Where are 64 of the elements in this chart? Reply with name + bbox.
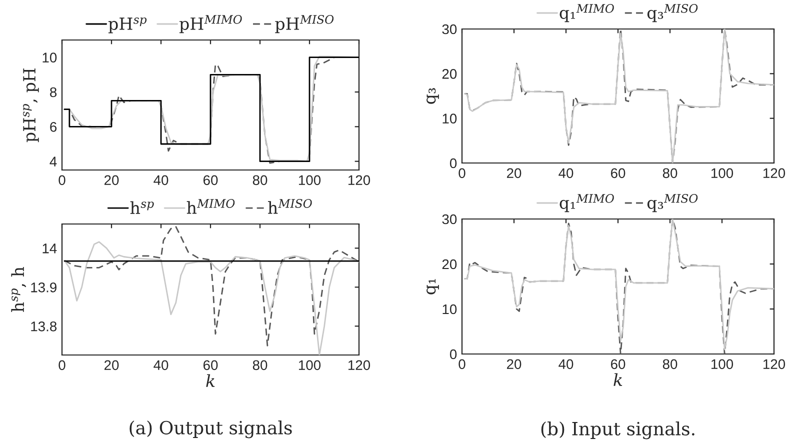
x-tick-label: 120 [348, 175, 370, 186]
y-tick-label: 13.8 [31, 321, 57, 332]
x-axis-title: k [206, 374, 215, 387]
y-tick-label: 6 [50, 122, 57, 132]
x-tick-label: 40 [154, 175, 168, 186]
y-tick-label: 10 [42, 52, 57, 63]
legend-label: pH$^{MISO}$ [275, 15, 334, 34]
y-tick-label: 4 [50, 156, 57, 166]
legend-label: q₁$^{MIMO}$ [560, 194, 614, 212]
y-tick-label: 13.9 [31, 282, 56, 292]
legend-label: q₃$^{MISO}$ [647, 4, 698, 22]
y-tick-label: 30 [442, 214, 457, 224]
line-series [464, 29, 774, 163]
text: (b) Input signals. [541, 422, 694, 440]
y-axis-title: q₃ [426, 88, 439, 104]
y-tick-label: 10 [442, 114, 457, 124]
x-tick-label: 0 [58, 175, 66, 186]
x-tick-label: 0 [458, 168, 466, 178]
x-tick-label: 120 [763, 359, 786, 370]
x-tick-label: 100 [298, 175, 321, 186]
x-tick-label: 40 [558, 359, 574, 370]
x-tick-label: 120 [348, 360, 370, 370]
text: (a) Output signals [130, 420, 292, 438]
legend-label: q₃$^{MISO}$ [647, 194, 698, 212]
x-tick-label: 0 [58, 360, 66, 370]
x-tick-label: 80 [662, 359, 678, 370]
y-tick-label: 10 [442, 304, 457, 314]
x-tick-label: 100 [711, 168, 734, 178]
x-tick-label: 40 [154, 360, 168, 370]
x-tick-label: 0 [458, 359, 466, 370]
legend-label: q₁$^{MIMO}$ [560, 4, 614, 22]
x-tick-label: 20 [104, 360, 119, 370]
line-series [64, 241, 359, 355]
legend-label: h$^{MIMO}$ [186, 199, 235, 214]
line-series [64, 226, 359, 346]
y-axis-title: q₁ [426, 279, 439, 294]
x-tick-label: 100 [711, 359, 734, 370]
x-axis-title: k [614, 373, 622, 386]
y-tick-label: 30 [442, 24, 457, 34]
legend-label: pH$^{MIMO}$ [179, 15, 242, 34]
x-tick-label: 60 [610, 359, 626, 370]
x-tick-label: 20 [104, 175, 119, 186]
y-tick-label: 20 [442, 69, 457, 79]
x-tick-label: 80 [662, 168, 678, 178]
y-axis-title: pH$^{sp}$, pH [23, 68, 39, 142]
x-tick-label: 120 [763, 168, 786, 178]
x-tick-label: 40 [558, 168, 574, 178]
y-tick-label: 14 [42, 244, 57, 254]
x-tick-label: 20 [506, 168, 522, 178]
x-tick-label: 100 [298, 360, 321, 370]
x-tick-label: 60 [203, 175, 218, 186]
y-tick-label: 8 [50, 87, 57, 98]
x-tick-label: 80 [252, 360, 268, 370]
y-axis-title: h$^{sp}$, h [11, 266, 26, 312]
legend-label: h$^{MISO}$ [268, 199, 312, 214]
y-tick-label: 20 [442, 259, 457, 270]
y-tick-label: 0 [450, 349, 457, 360]
x-tick-label: 80 [252, 175, 268, 186]
x-tick-label: 60 [610, 168, 626, 178]
x-tick-label: 20 [506, 359, 522, 370]
y-tick-label: 0 [450, 158, 457, 168]
x-tick-label: 60 [203, 360, 218, 370]
legend-label: pH$^{sp}$ [108, 18, 147, 34]
legend-label: h$^{sp}$ [130, 201, 154, 214]
